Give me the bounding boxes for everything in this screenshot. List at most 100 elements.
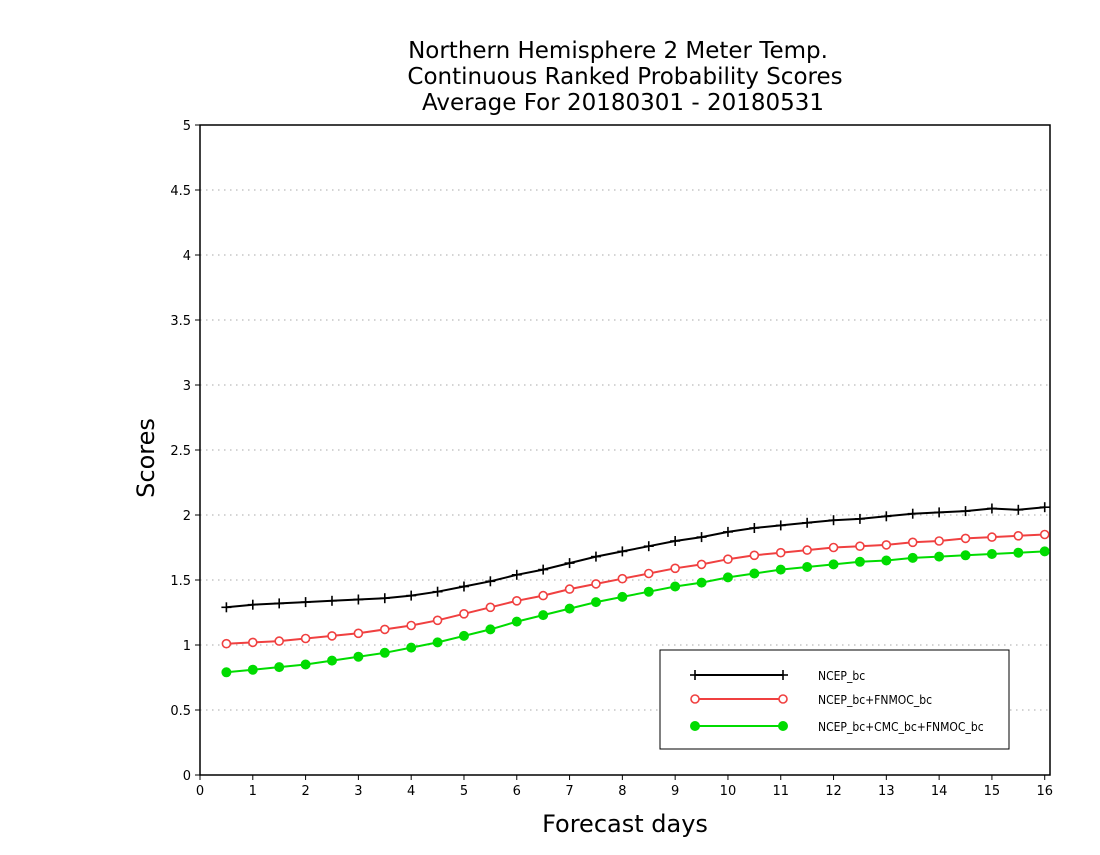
data-point-ncep-cmc-fnmoc: [274, 662, 285, 673]
data-point-ncep-fnmoc: [1013, 530, 1024, 541]
legend-label-ncep-bc: NCEP_bc: [818, 669, 865, 683]
data-point-ncep-fnmoc: [960, 533, 971, 544]
data-point-ncep-fnmoc: [327, 631, 337, 641]
legend-marker: [690, 721, 700, 731]
data-point-ncep-bc: [485, 576, 496, 587]
legend-marker: [690, 694, 700, 704]
data-point-ncep-bc: [617, 546, 628, 557]
x-tick-label: 13: [878, 784, 895, 799]
data-point-ncep-cmc-fnmoc: [485, 624, 496, 635]
x-tick-label: 2: [301, 784, 309, 799]
chart-title-line-3: Average For 20180301 - 20180531: [422, 90, 824, 116]
data-point-ncep-bc: [854, 513, 865, 524]
data-point-ncep-cmc-fnmoc: [511, 616, 522, 627]
data-point-ncep-cmc-fnmoc: [617, 591, 628, 602]
data-point-ncep-fnmoc: [881, 540, 892, 550]
y-tick-label: 4.5: [170, 184, 191, 199]
data-point-ncep-cmc-fnmoc: [775, 564, 786, 575]
data-point-ncep-bc: [458, 581, 469, 592]
data-point-ncep-bc: [907, 508, 918, 519]
data-point-ncep-cmc-fnmoc: [1039, 546, 1050, 557]
y-axis-label: Scores: [132, 418, 160, 498]
data-point-ncep-bc: [670, 536, 681, 546]
x-tick-label: 7: [565, 784, 573, 799]
data-point-ncep-cmc-fnmoc: [749, 568, 760, 579]
data-point-ncep-cmc-fnmoc: [247, 664, 258, 675]
series-layer: [221, 502, 1050, 678]
y-tick-label: 3: [183, 379, 191, 394]
data-point-ncep-fnmoc: [696, 559, 707, 570]
x-tick-label: 15: [984, 784, 1001, 799]
legend-swatch-ncep-cmc-fnmoc: [690, 721, 788, 731]
data-point-ncep-bc: [221, 602, 232, 613]
data-point-ncep-bc: [379, 593, 390, 604]
legend-label-ncep-cmc-fnmoc: NCEP_bc+CMC_bc+FNMOC_bc: [818, 720, 984, 734]
data-point-ncep-cmc-fnmoc: [564, 603, 575, 614]
data-point-ncep-fnmoc: [802, 545, 812, 555]
data-point-ncep-fnmoc: [1039, 529, 1050, 540]
x-tick-label: 5: [460, 784, 468, 799]
data-point-ncep-fnmoc: [775, 547, 786, 558]
legend-marker: [690, 670, 700, 680]
legend-swatch-ncep-fnmoc: [690, 694, 788, 704]
data-point-ncep-fnmoc: [353, 628, 364, 639]
data-point-ncep-cmc-fnmoc: [379, 647, 390, 658]
y-tick-label: 5: [183, 119, 191, 134]
x-tick-label: 14: [931, 784, 948, 799]
data-point-ncep-cmc-fnmoc: [353, 651, 364, 662]
data-point-ncep-fnmoc: [406, 620, 416, 631]
y-tick-label: 2.5: [170, 444, 191, 459]
data-point-ncep-cmc-fnmoc: [960, 550, 971, 561]
data-point-ncep-bc: [274, 598, 285, 609]
data-point-ncep-fnmoc: [907, 537, 918, 548]
data-point-ncep-cmc-fnmoc: [300, 659, 311, 670]
y-tick-label: 1.5: [170, 574, 191, 589]
data-point-ncep-cmc-fnmoc: [986, 549, 997, 559]
data-point-ncep-cmc-fnmoc: [934, 551, 945, 562]
data-point-ncep-cmc-fnmoc: [907, 552, 918, 563]
grid-layer: [200, 189, 1050, 711]
data-point-ncep-fnmoc: [485, 602, 496, 613]
data-point-ncep-fnmoc: [749, 550, 760, 561]
data-point-ncep-bc: [1039, 502, 1050, 513]
data-point-ncep-bc: [511, 569, 522, 580]
legend-marker: [778, 694, 788, 704]
data-point-ncep-bc: [247, 599, 258, 610]
data-point-ncep-fnmoc: [643, 568, 654, 579]
data-point-ncep-cmc-fnmoc: [538, 610, 549, 621]
data-point-ncep-cmc-fnmoc: [854, 556, 865, 567]
data-point-ncep-bc: [300, 597, 311, 608]
chart-title-line-2: Continuous Ranked Probability Scores: [407, 64, 842, 90]
data-point-ncep-bc: [590, 551, 601, 562]
data-point-ncep-fnmoc: [511, 595, 522, 606]
data-point-ncep-bc: [564, 558, 575, 569]
data-point-ncep-fnmoc: [221, 638, 232, 649]
chart-title: Northern Hemisphere 2 Meter Temp. Contin…: [407, 38, 842, 116]
data-point-ncep-fnmoc: [828, 542, 839, 553]
data-point-ncep-fnmoc: [379, 624, 390, 635]
data-point-ncep-fnmoc: [300, 633, 311, 644]
data-point-ncep-fnmoc: [934, 536, 944, 546]
x-tick-label: 6: [513, 784, 521, 799]
series-line-ncep-fnmoc: [226, 533, 1045, 645]
legend-marker: [778, 721, 788, 731]
data-point-ncep-bc: [775, 520, 786, 531]
x-tick-label: 10: [720, 784, 737, 799]
data-point-ncep-bc: [406, 590, 417, 601]
y-tick-label: 0: [183, 769, 191, 784]
data-point-ncep-bc: [538, 564, 549, 575]
x-tick-label: 8: [618, 784, 626, 799]
series-ncep-bc: [221, 502, 1050, 613]
data-point-ncep-fnmoc: [432, 615, 443, 626]
data-point-ncep-bc: [1013, 504, 1024, 515]
x-tick-label: 3: [354, 784, 362, 799]
legend-marker: [778, 670, 788, 680]
data-point-ncep-bc: [749, 523, 760, 533]
data-point-ncep-fnmoc: [617, 573, 628, 584]
data-point-ncep-bc: [722, 526, 733, 537]
data-point-ncep-bc: [960, 506, 971, 517]
data-point-ncep-cmc-fnmoc: [722, 572, 733, 583]
data-point-ncep-cmc-fnmoc: [458, 630, 469, 641]
data-point-ncep-bc: [643, 541, 654, 552]
